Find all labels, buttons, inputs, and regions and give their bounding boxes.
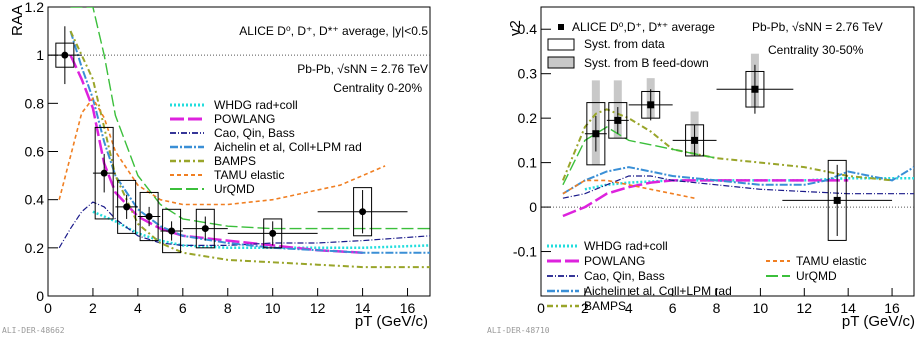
raa-x-axis-label: pT (GeV/c) [355,313,428,330]
model-curve-urqmd [562,126,717,186]
y-tick-label: 0.4 [518,21,538,37]
x-tick-label: 2 [89,300,97,316]
x-tick-label: 0 [44,300,52,316]
v2-legend-syst-data-label: Syst. from data [584,37,665,51]
legend-label-aichelin: Aichelin et al, Coll+LPM rad [584,284,732,298]
raa-footer-tag: ALI-DER-48662 [2,326,65,335]
x-tick-label: 10 [265,300,281,316]
y-tick-label: 0.3 [518,66,538,82]
legend-label-powlang: POWLANG [214,112,275,126]
y-tick-label: 1 [36,47,44,63]
x-tick-label: 14 [840,300,856,316]
legend-label-aichelin: Aichelin et al, Coll+LPM rad [214,140,362,154]
v2-centrality-label: Centrality 30-50% [768,43,864,57]
x-tick-label: 0 [537,300,545,316]
raa-data-points [48,26,408,254]
legend-label-urqmd: UrQMD [796,269,837,283]
raa-y-axis-label: RAA [9,5,26,36]
legend-label-cao: Cao, Qin, Bass [214,126,295,140]
data-point [691,136,699,144]
legend-label-cao: Cao, Qin, Bass [584,269,665,283]
v2-x-axis-label: pT (GeV/c) [842,313,915,330]
v2-feeddown-boxes [591,53,759,165]
v2-data-points [584,64,893,241]
data-point [168,227,176,235]
model-curve-cao [562,175,914,199]
model-curve-cao [58,201,430,249]
y-tick-label: 0.2 [518,110,538,126]
legend-label-whdg: WHDG rad+coll [584,239,668,253]
raa-panel: 0 2 4 6 8 10 12 14 16 0 0.2 0.4 0.6 0.8 1 1.2 ALICE D⁰,… [2,0,431,335]
v2-header-legend: ALICE D⁰,D⁺, D*⁺ average Syst. from data… [547,20,883,70]
data-point [61,51,69,59]
x-tick-label: 10 [753,300,769,316]
y-tick-label: -0.1 [513,244,537,260]
legend-label-bamps: BAMPS [584,299,626,313]
legend-label-bamps: BAMPS [214,154,256,168]
x-tick-label: 4 [134,300,142,316]
data-point [123,203,131,211]
v2-energy-label: Pb-Pb, √sNN = 2.76 TeV [752,20,883,34]
y-tick-label: 0 [36,288,44,304]
v2-plot-frame [540,6,915,297]
data-point [100,169,108,177]
data-point [647,101,655,109]
x-tick-label: 12 [797,300,813,316]
x-tick-label: 14 [355,300,371,316]
data-point [269,229,277,237]
raa-axis-ticks: 0 2 4 6 8 10 12 14 16 0 0.2 0.4 0.6 0.8 1 1.2 [25,0,416,316]
model-curve-bamps [561,108,893,182]
x-tick-label: 16 [884,300,900,316]
model-curve-urqmd [70,7,430,230]
data-point [145,213,153,221]
raa-title: ALICE D⁰, D⁺, D*⁺ average, |y|<0.5 [239,24,428,38]
y-tick-label: 0.8 [25,95,45,111]
raa-energy-label: Pb-Pb, √sNN = 2.76 TeV [297,62,428,76]
data-point [614,116,622,124]
model-curve-powlang [562,179,849,218]
model-curve-bamps [69,30,430,269]
y-tick-label: 1.2 [25,0,45,15]
x-tick-label: 8 [224,300,232,316]
x-tick-label: 2 [581,300,589,316]
model-curve-tamu [562,179,695,199]
v2-y-axis-label: v2 [507,20,524,36]
x-tick-label: 4 [625,300,633,316]
y-tick-label: 0.2 [25,240,45,256]
data-point [751,85,759,93]
y-tick-label: 0 [529,199,537,215]
legend-label-tamu: TAMU elastic [214,168,284,182]
v2-footer-tag: ALI-DER-48710 [487,326,550,335]
y-tick-label: 0.1 [518,155,538,171]
v2-legend-syst-feeddown-label: Syst. from B feed-down [584,56,709,70]
y-tick-label: 0.6 [25,144,45,160]
v2-axis-ticks: 0 2 4 6 8 10 12 14 16 -0.1 0 0.1 0.2 0.3 0.4 [513,21,900,316]
raa-centrality-label: Centrality 0-20% [333,81,422,95]
v2-panel: 0 2 4 6 8 10 12 14 16 -0.1 0 0.1 0.2 0.3 0.4 ALICE D⁰,… [487,6,915,335]
v2-legend-syst-data-box [547,38,575,51]
data-point [359,208,367,216]
y-tick-label: 0.4 [25,192,45,208]
data-point [833,196,841,204]
v2-legend-syst-feeddown-box [547,56,575,69]
model-curve-tamu [58,97,386,206]
x-tick-label: 6 [669,300,677,316]
v2-model-curves [561,108,914,218]
legend-label-whdg: WHDG rad+coll [214,98,298,112]
x-tick-label: 6 [179,300,187,316]
v2-legend-marker-square [558,24,564,30]
legend-label-tamu: TAMU elastic [796,254,866,268]
model-curve-aichelin [562,166,914,195]
x-tick-label: 8 [713,300,721,316]
legend-label-urqmd: UrQMD [214,182,255,196]
x-tick-label: 12 [310,300,326,316]
v2-title: ALICE D⁰,D⁺, D*⁺ average [572,20,715,34]
x-tick-label: 16 [400,300,416,316]
data-point [201,225,209,233]
legend-label-powlang: POWLANG [584,254,645,268]
data-point [592,130,600,138]
